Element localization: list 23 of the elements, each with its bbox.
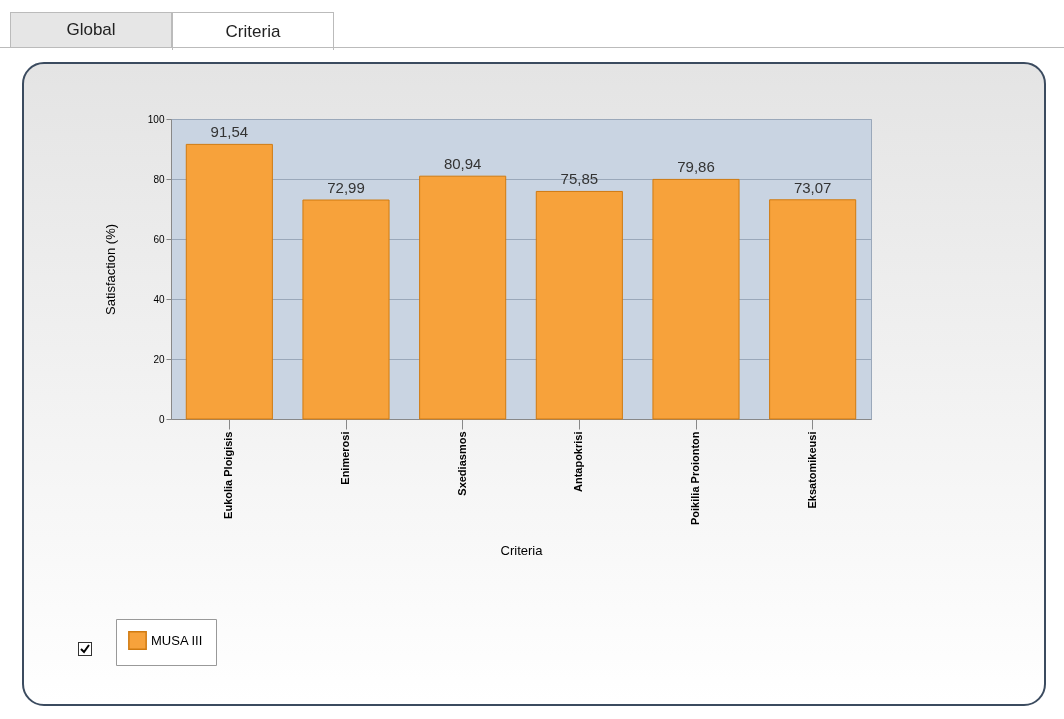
x-tick-label: Enimerosi <box>339 431 351 485</box>
data-label: 73,07 <box>793 178 832 196</box>
x-tick-label: Antapokrisi <box>572 431 585 493</box>
x-axis-title: Criteria <box>500 543 544 559</box>
data-label: 91,54 <box>210 123 249 141</box>
y-tick-label: 40 <box>153 293 165 305</box>
y-axis-title: Satisfaction (%) <box>102 223 118 316</box>
y-tick-label: 20 <box>153 353 165 365</box>
text: Global <box>10 12 172 47</box>
y-tick-label: 100 <box>147 113 165 125</box>
y-tick-label: 80 <box>153 173 165 185</box>
y-tick-label: 60 <box>153 233 165 245</box>
legend-label: MUSA III <box>151 632 203 648</box>
data-label: 80,94 <box>443 155 482 173</box>
data-label: 72,99 <box>327 179 365 197</box>
data-label: 79,86 <box>677 158 715 176</box>
text: Criteria <box>172 12 334 50</box>
y-tick-label: 0 <box>158 413 165 425</box>
x-tick-label: Sxediasmos <box>455 431 468 496</box>
x-tick-label: Eukolia Ploigisis <box>222 431 235 519</box>
data-label: 75,85 <box>560 170 599 188</box>
x-tick-label: Poikilia Proionton <box>689 431 701 526</box>
x-tick-label: Eksatomikeusi <box>805 431 818 509</box>
